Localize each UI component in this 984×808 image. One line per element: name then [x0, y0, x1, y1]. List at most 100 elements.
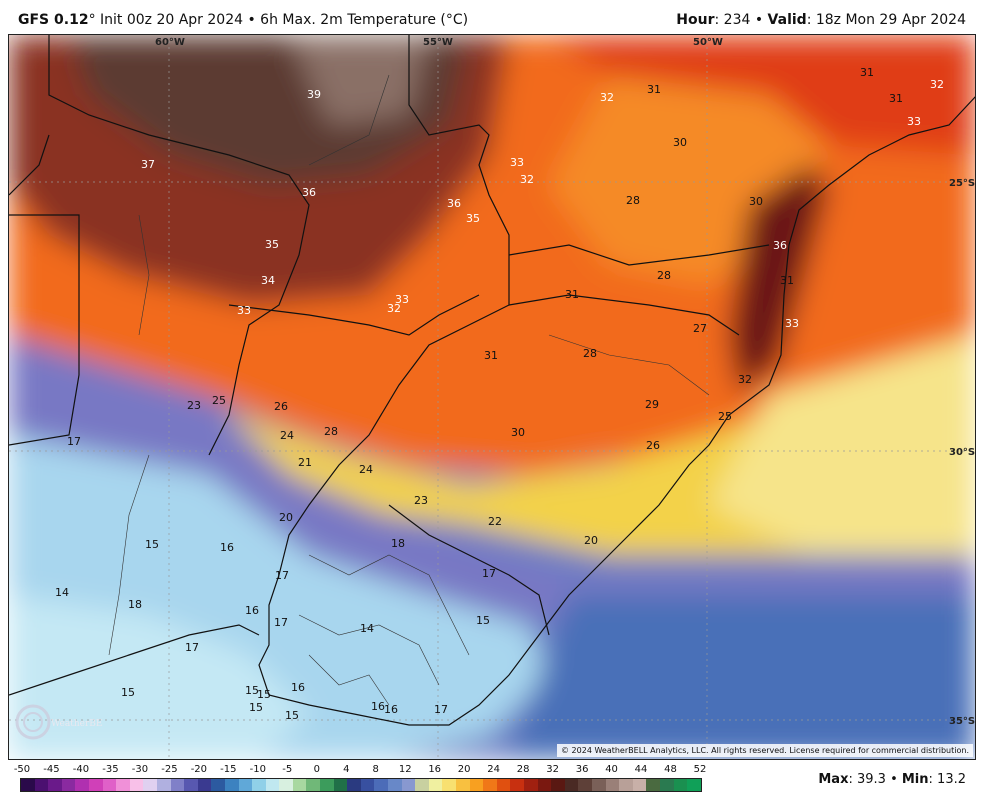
- colorbar-swatch: [564, 779, 579, 791]
- colorbar-swatch: [21, 779, 35, 791]
- colorbar-swatch: [496, 779, 511, 791]
- temperature-label: 15: [145, 538, 159, 551]
- colorbar-swatch: [605, 779, 620, 791]
- temperature-label: 17: [185, 641, 199, 654]
- temperature-label: 17: [274, 616, 288, 629]
- hour-value: : 234 •: [714, 12, 768, 28]
- temperature-label: 17: [275, 569, 289, 582]
- temperature-label: 30: [673, 136, 687, 149]
- temperature-label: 35: [466, 212, 480, 225]
- lat-35-label: 35°S: [949, 716, 975, 727]
- temperature-label: 28: [657, 269, 671, 282]
- temperature-label: 31: [484, 349, 498, 362]
- colorbar-swatch: [537, 779, 552, 791]
- colorbar-swatch: [102, 779, 117, 791]
- colorbar-swatch: [143, 779, 157, 791]
- temperature-label: 33: [785, 317, 799, 330]
- colorbar-swatch: [34, 779, 49, 791]
- colorbar-tick-label: -25: [161, 764, 178, 775]
- colorbar-ticks: -50 -45 -40 -35 -30 -25 -20 -15 -10 -5 0 4 8 12 16 20 24…: [14, 764, 707, 778]
- temperature-label: 17: [434, 703, 448, 716]
- colorbar-swatch: [184, 779, 198, 791]
- temperature-label: 35: [265, 238, 279, 251]
- temperature-label: 17: [67, 435, 81, 448]
- colorbar-swatch: [578, 779, 592, 791]
- colorbar-tick-label: 40: [605, 764, 618, 775]
- temperature-label: 17: [482, 567, 496, 580]
- colorbar-swatch: [224, 779, 239, 791]
- colorbar-tick-label: 20: [457, 764, 471, 775]
- logo-text: WeatherBELL: [51, 719, 103, 729]
- colorbar-swatch: [415, 779, 429, 791]
- min-label: Min: [901, 772, 929, 787]
- colorbar-swatch: [61, 779, 76, 791]
- max-value: : 39.3 •: [848, 772, 902, 787]
- colorbar-swatch: [646, 779, 660, 791]
- state-borders: [108, 74, 710, 706]
- temperature-label: 25: [212, 394, 226, 407]
- colorbar-swatch: [116, 779, 130, 791]
- valid-value: : 18z Mon 29 Apr 2024: [806, 12, 966, 28]
- temperature-label: 32: [600, 91, 614, 104]
- lon-60-label: 60°W: [155, 37, 185, 48]
- temperature-field: [9, 35, 975, 759]
- colorbar-swatch: [88, 779, 103, 791]
- temperature-label: 24: [280, 429, 294, 442]
- grid-lines: [9, 35, 975, 759]
- colorbar-tick-label: 8: [372, 764, 379, 775]
- borders: [9, 35, 975, 726]
- colorbar-tick-label: 4: [343, 764, 350, 775]
- colorbar-swatch: [659, 779, 674, 791]
- lon-55-label: 55°W: [423, 37, 453, 48]
- header-valid: Hour: 234 • Valid: 18z Mon 29 Apr 2024: [676, 12, 966, 28]
- colorbar-tick-label: -45: [43, 764, 60, 775]
- colorbar-swatch: [279, 779, 293, 791]
- temperature-label: 21: [298, 456, 312, 469]
- colorbar-swatch: [428, 779, 443, 791]
- colorbar-swatch: [374, 779, 389, 791]
- colorbar-swatch: [360, 779, 375, 791]
- min-value: : 13.2: [928, 772, 966, 787]
- colorbar-swatch: [320, 779, 334, 791]
- copyright-notice: © 2024 WeatherBELL Analytics, LLC. All r…: [557, 744, 973, 757]
- temperature-label: 32: [387, 302, 401, 315]
- temperature-label: 33: [510, 156, 524, 169]
- temperature-label: 33: [907, 115, 921, 128]
- temperature-label: 16: [245, 604, 259, 617]
- colorbar-swatch: [347, 779, 361, 791]
- temperature-label: 29: [645, 398, 659, 411]
- weatherbell-logo: WeatherBELL: [15, 704, 103, 740]
- colorbar-tick-label: 0: [313, 764, 320, 775]
- temperature-label: 31: [860, 66, 874, 79]
- colorbar-swatch: [456, 779, 470, 791]
- temperature-label: 14: [360, 622, 374, 635]
- temperature-label: 15: [257, 688, 271, 701]
- temperature-label: 26: [274, 400, 288, 413]
- header-title: GFS 0.12° Init 00z 20 Apr 2024 • 6h Max.…: [18, 12, 468, 28]
- init-info: ° Init 00z 20 Apr 2024 • 6h Max. 2m Temp…: [88, 12, 469, 28]
- colorbar-swatch: [523, 779, 538, 791]
- max-min-stats: Max: 39.3 • Min: 13.2: [818, 772, 966, 787]
- temperature-label: 33: [237, 304, 251, 317]
- colorbar-swatch: [265, 779, 280, 791]
- temperature-label: 15: [121, 686, 135, 699]
- colorbar-swatch: [129, 779, 144, 791]
- colorbar-swatch: [632, 779, 647, 791]
- lat-25-label: 25°S: [949, 178, 975, 189]
- temperature-label: 16: [384, 703, 398, 716]
- temperature-label: 36: [447, 197, 461, 210]
- colorbar-swatch: [75, 779, 89, 791]
- colorbar-swatch: [197, 779, 212, 791]
- colorbar-tick-label: -5: [282, 764, 293, 775]
- valid-label: Valid: [767, 12, 807, 28]
- temperature-label: 31: [780, 274, 794, 287]
- temperature-label: 14: [55, 586, 69, 599]
- temperature-label: 34: [261, 274, 275, 287]
- colorbar-swatch: [170, 779, 185, 791]
- temperature-label: 15: [249, 701, 263, 714]
- colorbar-swatch: [156, 779, 171, 791]
- colorbar-tick-label: 44: [634, 764, 648, 775]
- temperature-label: 28: [324, 425, 338, 438]
- temperature-label: 36: [773, 239, 787, 252]
- colorbar-swatch: [687, 779, 701, 791]
